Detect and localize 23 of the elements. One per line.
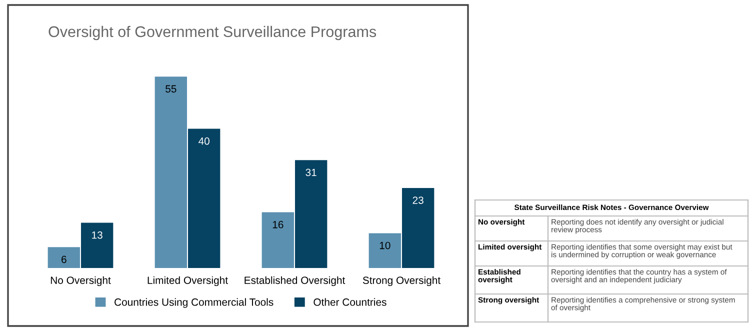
bar <box>188 128 220 268</box>
data-label: 6 <box>62 256 66 264</box>
bar <box>262 212 294 268</box>
legend-label: Countries Using Commercial Tools <box>114 298 274 308</box>
bar <box>48 247 80 268</box>
x-tick-label: Established Oversight <box>244 276 346 286</box>
data-label: 10 <box>380 242 390 250</box>
bar <box>81 222 114 268</box>
data-label: 55 <box>166 85 176 93</box>
bar <box>154 76 187 268</box>
data-label: 31 <box>306 168 316 176</box>
data-label: 23 <box>412 196 424 204</box>
x-tick-label: Strong Oversight <box>362 276 441 286</box>
data-label: 40 <box>198 137 210 145</box>
bar <box>402 188 434 268</box>
legend-label: Other Countries <box>314 298 386 306</box>
data-label: 13 <box>92 231 102 239</box>
data-label: 16 <box>272 220 284 228</box>
x-tick-label: No Oversight <box>50 276 111 286</box>
bar <box>368 233 401 268</box>
bar <box>295 160 328 268</box>
x-tick-label: Limited Oversight <box>148 276 228 286</box>
chart-title: Oversight of Government Surveillance Programs <box>48 26 376 40</box>
